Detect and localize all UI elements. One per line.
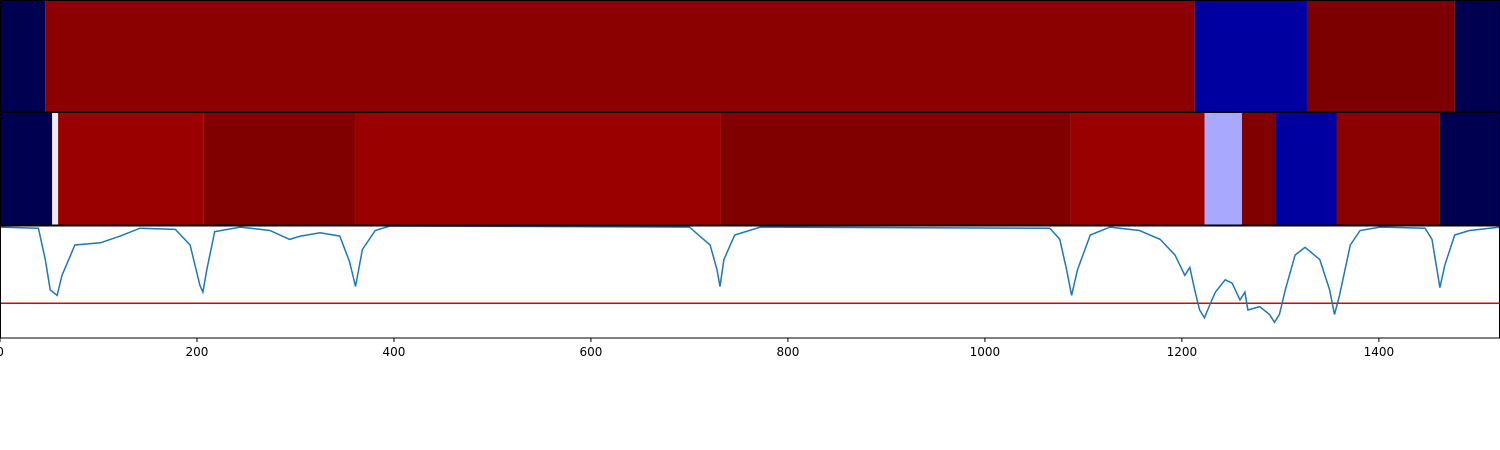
segment: [45, 1, 1195, 112]
x-tick-label: 800: [776, 345, 799, 359]
x-tick-label: 1400: [1364, 345, 1395, 359]
segment: [1439, 113, 1500, 225]
segment: [355, 113, 721, 225]
segment: [1204, 113, 1242, 225]
segment: [0, 113, 53, 225]
segment: [52, 113, 59, 225]
segment: [1194, 1, 1307, 112]
segment: [1241, 113, 1276, 225]
x-tick-label: 400: [383, 345, 406, 359]
segment: [1070, 113, 1205, 225]
data-line: [0, 225, 1500, 324]
x-tick-label: 200: [186, 345, 209, 359]
segment: [1454, 1, 1500, 112]
segment: [203, 113, 356, 225]
x-tick-label: 600: [579, 345, 602, 359]
segment: [720, 113, 1071, 225]
x-tick-label: 1000: [970, 345, 1001, 359]
segment: [58, 113, 204, 225]
segment: [1275, 113, 1337, 225]
segment: [1336, 113, 1440, 225]
x-tick-label: 1200: [1167, 345, 1198, 359]
x-tick-label: 0: [0, 345, 4, 359]
segment: [1306, 1, 1455, 112]
segment: [0, 1, 46, 112]
